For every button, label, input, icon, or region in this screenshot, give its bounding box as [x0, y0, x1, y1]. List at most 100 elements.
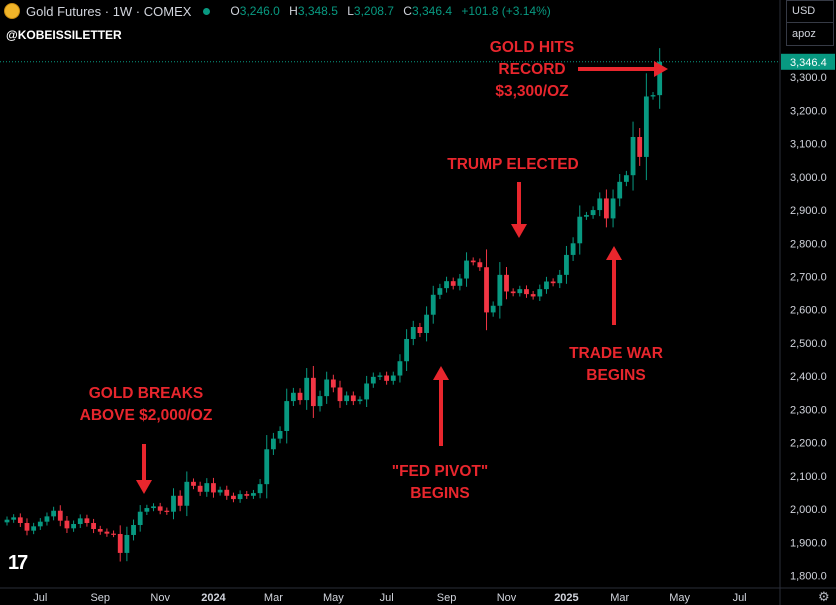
- y-tick-label: 2,800.0: [790, 238, 827, 250]
- candle-body: [457, 278, 463, 286]
- open-value: 3,246.0: [239, 4, 280, 18]
- candle-body: [284, 401, 290, 431]
- candle-body: [44, 516, 50, 522]
- candle-body: [184, 481, 190, 506]
- y-tick-label: 2,900.0: [790, 205, 827, 217]
- candle-body: [444, 281, 449, 289]
- candle-body: [437, 288, 443, 295]
- last-price-badge: [781, 53, 835, 70]
- candle-body: [590, 210, 596, 216]
- annotation-label-2000: GOLD BREAKS: [89, 385, 204, 402]
- candle-body: [344, 395, 350, 402]
- market-status-dot: [203, 7, 211, 15]
- candle-body: [630, 136, 636, 176]
- candle-body: [537, 289, 543, 297]
- candle-body: [277, 430, 283, 439]
- y-tick-label: 3,100.0: [790, 139, 827, 151]
- candle-body: [71, 524, 76, 529]
- candle-body: [410, 327, 416, 339]
- x-tick-label: Jul: [733, 592, 747, 604]
- annotation-label-trade-war: TRADE WAR: [569, 345, 663, 362]
- low-key: L: [347, 4, 354, 18]
- x-tick-label: Jul: [380, 592, 394, 604]
- candle-body: [77, 518, 83, 525]
- annotation-label-record: GOLD HITS: [490, 39, 574, 56]
- open-key: O: [230, 4, 240, 18]
- annotation-label-fed-pivot: "FED PIVOT": [392, 463, 489, 480]
- y-tick-label: 1,800.0: [790, 571, 827, 583]
- candle-body: [530, 294, 536, 297]
- candle-body: [31, 526, 37, 531]
- high-value: 3,348.5: [297, 4, 338, 18]
- last-price-label: 3,346.4: [790, 57, 827, 69]
- candle-body: [350, 395, 356, 402]
- annotation-arrow-head: [606, 246, 622, 260]
- candle-body: [237, 494, 243, 500]
- x-tick-label: 2025: [554, 592, 578, 604]
- candle-body: [164, 510, 170, 512]
- candle-body: [417, 327, 423, 333]
- change-value: +101.8 (+3.14%): [461, 4, 551, 18]
- candle-body: [304, 377, 310, 401]
- candle-body: [217, 489, 223, 493]
- symbol-title[interactable]: Gold Futures · 1W · COMEX: [26, 3, 192, 19]
- candle-body: [390, 375, 396, 381]
- candle-body: [557, 274, 563, 284]
- candle-body: [244, 494, 250, 496]
- candle-body: [317, 396, 323, 407]
- candle-body: [464, 260, 469, 279]
- x-tick-label: Nov: [497, 592, 517, 604]
- candle-body: [337, 387, 343, 402]
- y-tick-label: 2,400.0: [790, 371, 827, 383]
- candle-body: [450, 281, 456, 286]
- candle-body: [504, 274, 509, 292]
- x-tick-label: Jul: [33, 592, 47, 604]
- annotation-arrow-head: [136, 480, 152, 494]
- annotation-label-trade-war: BEGINS: [586, 367, 645, 384]
- y-tick-label: 1,900.0: [790, 537, 827, 549]
- y-tick-label: 2,600.0: [790, 305, 827, 317]
- candle-body: [84, 518, 90, 524]
- candle-body: [171, 495, 176, 512]
- candle-body: [604, 198, 609, 219]
- candle-body: [550, 281, 556, 284]
- candle-body: [51, 510, 57, 517]
- candle-body: [177, 495, 183, 506]
- annotation-label-trump: TRUMP ELECTED: [447, 156, 578, 173]
- candle-body: [564, 254, 569, 275]
- candle-body: [211, 483, 216, 493]
- candle-body: [204, 483, 210, 492]
- annotation-arrow-head: [654, 61, 668, 77]
- candle-body: [510, 291, 516, 294]
- candle-body: [157, 506, 163, 511]
- x-tick-label: May: [669, 592, 690, 604]
- candle-body: [224, 489, 230, 496]
- x-tick-label: May: [323, 592, 344, 604]
- candle-body: [470, 260, 476, 263]
- author-handle: @KOBEISSILETTER: [6, 28, 122, 42]
- y-tick-label: 3,200.0: [790, 105, 827, 117]
- candle-body: [623, 175, 629, 182]
- y-tick-label: 3,000.0: [790, 172, 827, 184]
- y-tick-label: 3,300.0: [790, 72, 827, 84]
- candle-body: [384, 375, 390, 381]
- gear-icon[interactable]: ⚙: [818, 589, 830, 604]
- candle-body: [11, 517, 17, 520]
- close-key: C: [403, 4, 412, 18]
- candle-body: [570, 243, 576, 255]
- candle-body: [290, 392, 296, 402]
- annotation-arrow-head: [511, 224, 527, 238]
- candle-body: [231, 495, 236, 500]
- candle-body: [517, 289, 523, 294]
- candle-body: [597, 198, 603, 211]
- candle-body: [151, 506, 156, 509]
- candle-body: [104, 531, 110, 534]
- unit-selector[interactable]: apoz: [786, 22, 834, 46]
- x-tick-label: Sep: [90, 592, 110, 604]
- candle-body: [584, 215, 589, 217]
- candle-body: [97, 528, 103, 532]
- candle-body: [650, 95, 656, 97]
- currency-selector[interactable]: USD: [786, 0, 834, 22]
- y-tick-label: 2,700.0: [790, 272, 827, 284]
